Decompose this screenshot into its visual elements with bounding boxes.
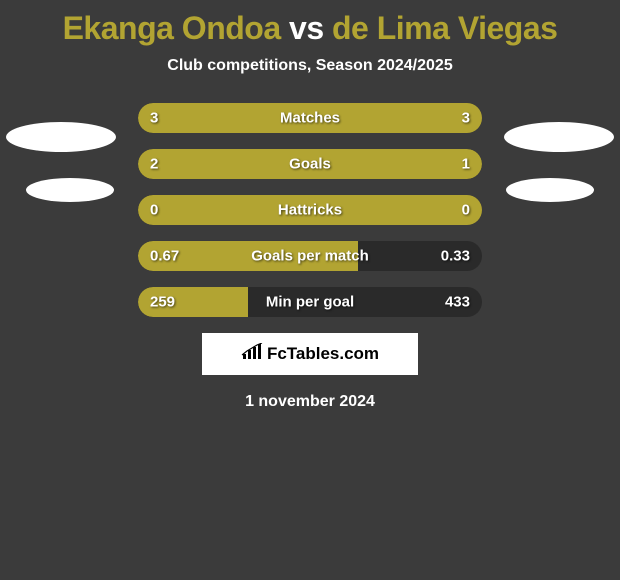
stat-label: Hattricks (278, 202, 342, 219)
stat-value-left: 3 (150, 110, 158, 127)
stat-label: Matches (280, 110, 340, 127)
player2-avatar (504, 122, 614, 152)
stat-value-right: 1 (462, 156, 470, 173)
stat-value-left: 0 (150, 202, 158, 219)
vs-text: vs (289, 10, 324, 46)
player1-club-logo (26, 178, 114, 202)
comparison-title: Ekanga Ondoa vs de Lima Viegas (0, 0, 620, 47)
player2-name: de Lima Viegas (332, 10, 557, 46)
stat-label: Min per goal (266, 294, 354, 311)
stat-label: Goals per match (251, 248, 369, 265)
brand-text: FcTables.com (267, 344, 379, 364)
subtitle: Club competitions, Season 2024/2025 (0, 57, 620, 75)
player2-club-logo (506, 178, 594, 202)
chart-icon (241, 343, 263, 366)
stat-row: 0 0 Hattricks (138, 195, 482, 225)
stat-value-right: 3 (462, 110, 470, 127)
stat-label: Goals (289, 156, 331, 173)
player1-avatar (6, 122, 116, 152)
player1-name: Ekanga Ondoa (63, 10, 281, 46)
stat-row: 259 433 Min per goal (138, 287, 482, 317)
date-label: 1 november 2024 (0, 393, 620, 411)
stat-value-left: 2 (150, 156, 158, 173)
stat-row: 0.67 0.33 Goals per match (138, 241, 482, 271)
brand-box: FcTables.com (202, 333, 418, 375)
stat-value-right: 0 (462, 202, 470, 219)
stat-value-right: 433 (445, 294, 470, 311)
stat-value-left: 259 (150, 294, 175, 311)
stat-row: 3 3 Matches (138, 103, 482, 133)
stats-container: 3 3 Matches 2 1 Goals 0 0 Hattricks 0.67 0.33 Goals… (138, 103, 482, 317)
stat-row: 2 1 Goals (138, 149, 482, 179)
stat-value-right: 0.33 (441, 248, 470, 265)
stat-value-left: 0.67 (150, 248, 179, 265)
